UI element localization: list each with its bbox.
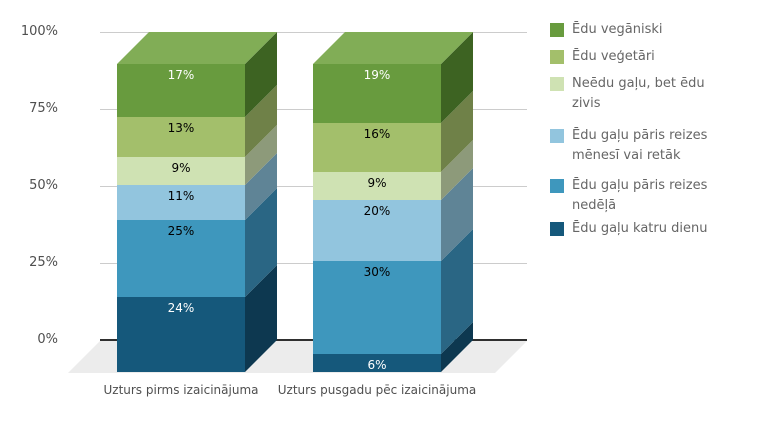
bar-segment[interactable]: 9%: [117, 157, 245, 185]
y-tick-label: 75%: [29, 101, 58, 116]
bar-segment[interactable]: 6%: [313, 354, 441, 372]
bar-segment[interactable]: 11%: [117, 185, 245, 220]
segment-data-label: 9%: [171, 161, 191, 175]
legend-label: Ēdu gaļu katru dienu: [572, 221, 708, 236]
bar-segment[interactable]: 16%: [313, 123, 441, 172]
segment-data-label: 11%: [167, 189, 195, 203]
segment-data-label: 25%: [167, 224, 195, 238]
bar-segment[interactable]: 9%: [313, 172, 441, 200]
segment-data-label: 6%: [367, 358, 387, 372]
segment-data-label: 9%: [367, 176, 387, 190]
legend-swatch-icon: [550, 50, 564, 64]
bar-segment[interactable]: 19%: [313, 64, 441, 123]
bar-segment[interactable]: 13%: [117, 117, 245, 157]
bar-segment[interactable]: 30%: [313, 261, 441, 354]
legend-item[interactable]: Ēdu gaļu pāris reizes mēnesī vai retāk: [550, 126, 745, 166]
segment-data-label: 19%: [363, 68, 391, 82]
segment-data-label: 17%: [167, 68, 195, 82]
legend-swatch-icon: [550, 179, 564, 193]
legend-swatch-icon: [550, 222, 564, 236]
segment-data-label: 16%: [363, 127, 391, 141]
legend-label: Ēdu gaļu pāris reizes nedēļā: [572, 178, 708, 213]
legend-item[interactable]: Neēdu gaļu, bet ēdu zivis: [550, 74, 745, 114]
legend-label: Ēdu veģetāri: [572, 49, 655, 64]
x-category-label: Uzturs pirms izaicinājuma: [103, 383, 259, 397]
x-category-label: Uzturs pusgadu pēc izaicinājuma: [277, 383, 477, 397]
legend-swatch-icon: [550, 129, 564, 143]
segment-data-label: 20%: [363, 204, 391, 218]
legend-swatch-icon: [550, 77, 564, 91]
y-tick-label: 0%: [37, 332, 58, 347]
segment-data-label: 13%: [167, 121, 195, 135]
legend-label: Ēdu vegāniski: [572, 22, 663, 37]
bar-segment[interactable]: 20%: [313, 200, 441, 261]
y-tick-label: 100%: [20, 24, 58, 39]
bar-segment[interactable]: 24%: [117, 297, 245, 372]
segment-data-label: 30%: [363, 265, 391, 279]
legend-item[interactable]: Ēdu vegāniski: [550, 20, 745, 40]
y-tick-label: 25%: [29, 255, 58, 270]
y-tick-label: 50%: [29, 178, 58, 193]
legend-item[interactable]: Ēdu veģetāri: [550, 47, 745, 67]
segment-data-label: 24%: [167, 301, 195, 315]
legend-label: Neēdu gaļu, bet ēdu zivis: [572, 76, 705, 111]
gridline: [100, 32, 527, 33]
legend-item[interactable]: Ēdu gaļu pāris reizes nedēļā: [550, 176, 745, 216]
legend-swatch-icon: [550, 23, 564, 37]
legend-label: Ēdu gaļu pāris reizes mēnesī vai retāk: [572, 128, 708, 163]
legend-item[interactable]: Ēdu gaļu katru dienu: [550, 219, 745, 239]
bar-segment[interactable]: 17%: [117, 64, 245, 117]
bar-segment[interactable]: 25%: [117, 220, 245, 297]
